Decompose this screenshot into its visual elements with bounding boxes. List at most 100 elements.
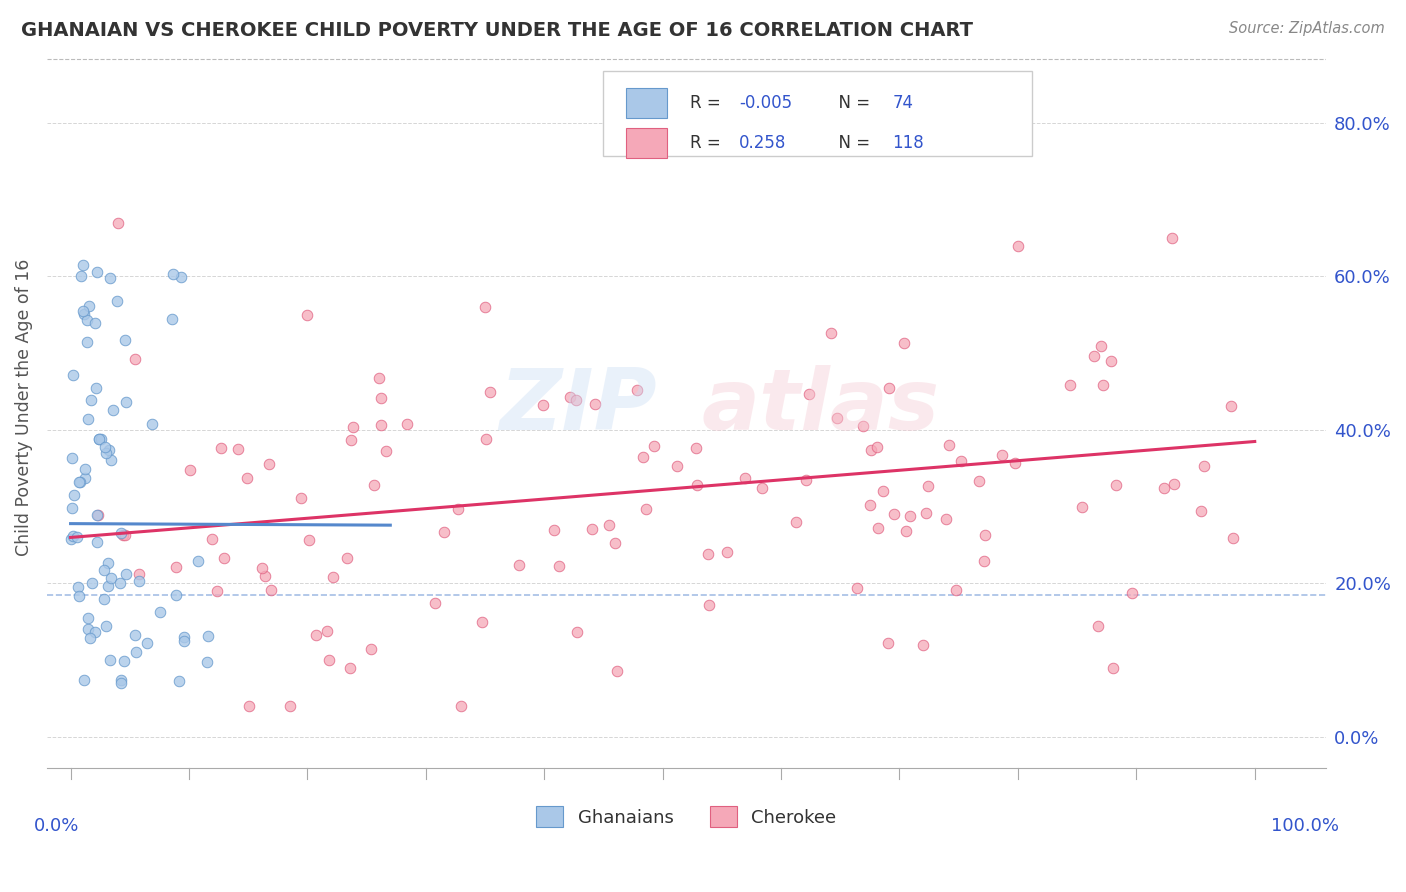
Point xyxy=(339,434,361,448)
Point xyxy=(370,392,392,406)
Point xyxy=(90,433,112,447)
Point xyxy=(877,636,900,650)
Point xyxy=(195,655,218,669)
Point xyxy=(187,554,209,568)
Point xyxy=(80,392,103,407)
Point xyxy=(336,551,359,566)
Point xyxy=(548,559,571,574)
Point xyxy=(100,453,122,467)
Point xyxy=(1160,231,1182,245)
Point xyxy=(1192,458,1215,473)
Point xyxy=(93,441,115,455)
Point xyxy=(318,653,340,667)
Point xyxy=(162,267,184,281)
Text: 0.0%: 0.0% xyxy=(34,817,80,835)
Point xyxy=(169,673,191,688)
Point xyxy=(697,598,720,612)
Point xyxy=(253,569,276,583)
Point xyxy=(173,634,195,648)
Point xyxy=(508,558,530,572)
Point xyxy=(98,270,121,285)
Point xyxy=(72,259,94,273)
Point xyxy=(859,498,882,512)
Point xyxy=(973,527,995,541)
Point xyxy=(98,653,121,667)
Text: -0.005: -0.005 xyxy=(738,94,792,112)
Point xyxy=(797,387,820,401)
Point xyxy=(598,517,620,532)
Point xyxy=(894,524,917,538)
Point xyxy=(79,631,101,645)
Text: ZIP: ZIP xyxy=(499,366,657,449)
Point xyxy=(567,625,589,640)
Point xyxy=(69,475,91,490)
Point xyxy=(1220,400,1243,414)
Text: 74: 74 xyxy=(893,94,914,112)
Point xyxy=(114,333,136,347)
Point xyxy=(136,636,159,650)
Point xyxy=(665,458,688,473)
Point xyxy=(112,654,135,668)
Point xyxy=(316,624,339,638)
Point xyxy=(1222,532,1244,546)
Point xyxy=(751,481,773,495)
Point xyxy=(339,660,361,674)
Point xyxy=(322,570,344,584)
Point xyxy=(1153,481,1175,495)
Point xyxy=(60,532,83,546)
Point xyxy=(716,544,738,558)
Point xyxy=(212,550,235,565)
Point xyxy=(60,451,83,466)
Point xyxy=(235,471,257,485)
Point xyxy=(110,526,132,541)
Point xyxy=(60,500,83,515)
Point xyxy=(1163,476,1185,491)
Point xyxy=(917,479,939,493)
Point xyxy=(103,403,125,417)
Point xyxy=(124,628,146,642)
Point xyxy=(97,579,120,593)
Point xyxy=(686,478,709,492)
Point xyxy=(73,471,96,485)
Point xyxy=(872,483,894,498)
Point xyxy=(128,574,150,588)
Point xyxy=(226,442,249,456)
Point xyxy=(77,299,100,313)
Point xyxy=(97,442,120,457)
Point xyxy=(93,563,115,577)
Point xyxy=(110,673,132,688)
Point xyxy=(100,571,122,585)
Point xyxy=(1071,500,1094,514)
Point xyxy=(250,560,273,574)
Point xyxy=(209,441,232,455)
Point xyxy=(1059,377,1081,392)
Point xyxy=(77,412,100,426)
Point xyxy=(475,432,498,446)
Point xyxy=(165,588,187,602)
Point xyxy=(1099,353,1122,368)
Point xyxy=(846,582,869,596)
Point xyxy=(305,628,328,642)
Point xyxy=(644,439,666,453)
Y-axis label: Child Poverty Under the Age of 16: Child Poverty Under the Age of 16 xyxy=(15,259,32,556)
Point xyxy=(290,491,312,505)
Point xyxy=(84,381,107,395)
Point xyxy=(115,567,138,582)
Point xyxy=(111,527,134,541)
Point xyxy=(531,398,554,412)
Point xyxy=(160,312,183,326)
Point xyxy=(945,583,967,598)
Point xyxy=(794,473,817,487)
Point xyxy=(105,293,128,308)
Point xyxy=(447,502,470,516)
Text: Source: ZipAtlas.com: Source: ZipAtlas.com xyxy=(1229,21,1385,36)
Point xyxy=(86,508,108,522)
Point xyxy=(877,381,900,395)
Text: N =: N = xyxy=(828,94,876,112)
Point xyxy=(86,265,108,279)
Point xyxy=(87,432,110,446)
Point xyxy=(991,449,1014,463)
Point xyxy=(197,629,219,643)
Point xyxy=(66,530,89,544)
Point xyxy=(967,474,990,488)
